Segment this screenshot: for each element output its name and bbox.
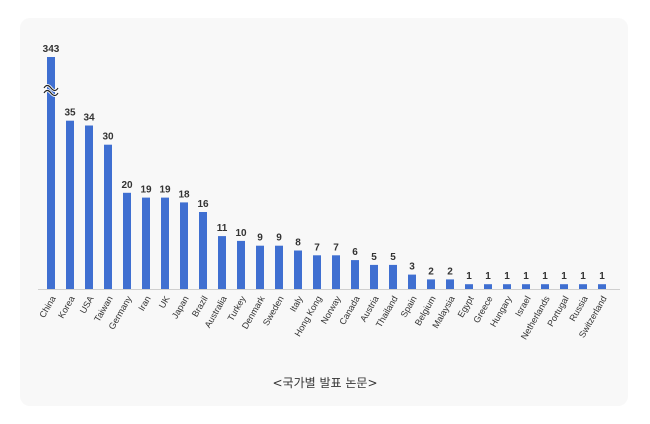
value-label: 19 <box>140 185 152 196</box>
value-label: 343 <box>43 44 60 55</box>
bar-hungary <box>503 284 511 289</box>
bar-switzerland <box>598 284 606 289</box>
bar-denmark <box>256 245 264 289</box>
chart-card <box>20 18 628 406</box>
bars-layer <box>42 57 606 289</box>
value-label: 1 <box>599 271 605 282</box>
category-label: Italy <box>288 294 305 314</box>
bar-thailand <box>389 264 397 289</box>
bar-malaysia <box>446 279 454 289</box>
category-label: China <box>37 294 57 319</box>
bar-iran <box>142 197 150 289</box>
value-label: 18 <box>178 189 190 200</box>
value-label: 5 <box>371 252 377 263</box>
category-label: Iran <box>136 294 152 312</box>
bar-greece <box>484 284 492 289</box>
axis-break-marker <box>43 84 59 97</box>
bar-netherlands <box>541 284 549 289</box>
bar-brazil <box>199 212 207 289</box>
chart-caption: <국가별 발표 논문> <box>272 376 378 390</box>
value-label: 7 <box>314 242 320 253</box>
value-label: 2 <box>447 266 453 277</box>
value-label: 7 <box>333 242 339 253</box>
bar-japan <box>180 202 188 289</box>
bar-taiwan <box>104 144 112 289</box>
value-label: 1 <box>561 271 567 282</box>
value-label: 30 <box>102 132 114 143</box>
bar-turkey <box>237 240 245 289</box>
value-label: 5 <box>390 252 396 263</box>
value-label: 9 <box>276 233 282 244</box>
value-label: 34 <box>83 113 95 124</box>
category-label: Brazil <box>190 294 210 318</box>
category-label: USA <box>78 294 96 315</box>
value-label: 1 <box>542 271 548 282</box>
bar-china <box>47 57 55 289</box>
value-label: 1 <box>466 271 472 282</box>
bar-uk <box>161 197 169 289</box>
bar-egypt <box>465 284 473 289</box>
bar-usa <box>85 125 93 289</box>
bar-canada <box>351 260 359 289</box>
bar-norway <box>332 255 340 289</box>
value-label: 1 <box>580 271 586 282</box>
value-label: 19 <box>159 185 171 196</box>
value-label: 1 <box>504 271 510 282</box>
bar-israel <box>522 284 530 289</box>
value-label: 10 <box>235 228 247 239</box>
value-label: 16 <box>197 199 209 210</box>
category-label: Korea <box>56 294 77 320</box>
bar-germany <box>123 192 131 289</box>
category-label: UK <box>157 294 172 310</box>
value-label: 8 <box>295 238 301 249</box>
value-label: 20 <box>121 180 133 191</box>
bar-sweden <box>275 245 283 289</box>
bar-korea <box>66 120 74 289</box>
bar-hong-kong <box>313 255 321 289</box>
bar-russia <box>579 284 587 289</box>
bar-portugal <box>560 284 568 289</box>
value-label: 6 <box>352 247 358 258</box>
bar-austria <box>370 264 378 289</box>
value-label: 11 <box>217 223 228 234</box>
bar-spain <box>408 274 416 289</box>
category-label: Japan <box>170 294 191 320</box>
value-label: 1 <box>523 271 529 282</box>
bar-italy <box>294 250 302 289</box>
value-label: 9 <box>257 233 263 244</box>
category-label: Israel <box>513 294 533 318</box>
value-label: 2 <box>428 266 434 277</box>
bar-australia <box>218 236 226 289</box>
value-label: 1 <box>485 271 491 282</box>
value-label: 3 <box>409 262 415 273</box>
bar-belgium <box>427 279 435 289</box>
value-label: 35 <box>64 108 76 119</box>
